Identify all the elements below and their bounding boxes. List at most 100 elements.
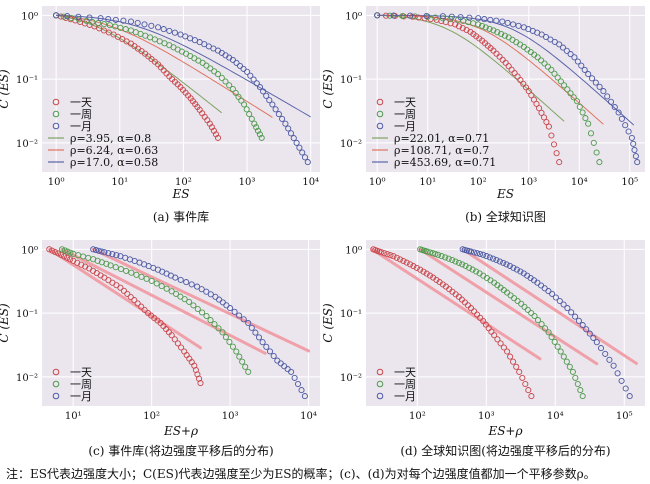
- y-axis-label: C (ES): [321, 69, 335, 109]
- data-point: [533, 100, 540, 107]
- data-point: [534, 317, 542, 324]
- data-point: [531, 312, 538, 320]
- data-point: [236, 312, 243, 319]
- data-point: [288, 368, 295, 375]
- data-point: [181, 296, 188, 303]
- data-point: [615, 109, 622, 116]
- data-point: [513, 266, 520, 273]
- data-point: [590, 334, 597, 341]
- data-point: [384, 251, 391, 258]
- data-point: [467, 248, 475, 255]
- data-point: [475, 21, 482, 28]
- data-point: [579, 109, 586, 116]
- data-point: [254, 127, 262, 134]
- data-point: [117, 284, 124, 291]
- data-point: [207, 291, 214, 298]
- data-point: [95, 19, 102, 27]
- data-point: [215, 325, 222, 332]
- data-point: [240, 65, 247, 72]
- data-point: [112, 264, 119, 271]
- data-point: [625, 128, 632, 135]
- data-point: [572, 313, 579, 320]
- data-point: [98, 248, 105, 255]
- x-axis-label: ES+ρ: [163, 424, 198, 438]
- data-point: [198, 286, 205, 293]
- data-point: [247, 72, 254, 79]
- data-point: [466, 264, 473, 271]
- data-point: [618, 115, 625, 122]
- data-point: [563, 358, 570, 365]
- data-point: [171, 336, 178, 343]
- data-point: [101, 249, 108, 256]
- data-point: [279, 115, 286, 122]
- data-point: [448, 13, 455, 20]
- data-point: [168, 288, 175, 295]
- data-point: [592, 79, 599, 86]
- data-point: [218, 74, 225, 81]
- data-point: [486, 25, 493, 32]
- data-point: [504, 348, 511, 355]
- data-point: [233, 59, 240, 66]
- data-point: [222, 334, 229, 341]
- legend-marker: [52, 380, 60, 388]
- x-tick-label: 10²: [409, 411, 426, 422]
- series-一月: [459, 246, 633, 400]
- data-point: [631, 146, 638, 154]
- legend-marker: [376, 380, 384, 388]
- data-point: [538, 109, 545, 116]
- data-point: [517, 268, 524, 275]
- data-point: [581, 66, 588, 73]
- data-point: [482, 24, 489, 31]
- data-point: [296, 144, 303, 151]
- data-point: [229, 343, 236, 350]
- data-point: [172, 290, 180, 297]
- data-point: [243, 106, 250, 113]
- data-point: [290, 135, 297, 142]
- data-point: [382, 12, 390, 19]
- data-point: [515, 22, 522, 29]
- y-axis-label: C (ES): [0, 69, 11, 109]
- data-point: [556, 297, 563, 305]
- x-tick-label: 10²: [143, 411, 160, 422]
- data-point: [557, 348, 564, 355]
- legend-marker: [376, 122, 384, 130]
- x-tick-label: 10⁴: [300, 411, 317, 422]
- data-point: [571, 54, 578, 61]
- data-point: [229, 56, 236, 63]
- data-point: [513, 363, 520, 370]
- data-point: [177, 293, 184, 300]
- panel-caption: (c) 事件库(将边强度平移后的分布): [88, 443, 273, 458]
- data-point: [466, 14, 473, 21]
- data-point: [611, 104, 618, 111]
- data-point: [429, 250, 436, 257]
- data-point: [626, 393, 633, 400]
- data-point: [246, 111, 253, 118]
- shifted-fit-line: [370, 247, 542, 361]
- x-tick-label: 10³: [520, 177, 537, 188]
- data-point: [477, 314, 484, 321]
- y-tick-label: 10⁻²: [16, 139, 38, 150]
- data-point: [544, 63, 551, 70]
- data-point: [219, 329, 226, 336]
- y-tick-label: 10⁰: [345, 11, 362, 22]
- data-point: [439, 13, 446, 20]
- data-point: [570, 94, 577, 101]
- data-point: [438, 253, 445, 260]
- data-point: [107, 262, 114, 269]
- x-tick-label: 10³: [478, 411, 495, 422]
- x-axis-label: ES: [496, 187, 514, 201]
- legend-label: ρ=453.69, α=0.71: [394, 156, 496, 169]
- data-point: [86, 14, 93, 21]
- data-point: [494, 336, 501, 343]
- data-point: [477, 250, 484, 258]
- chart-d: 10² 10³ 10⁴ 10⁵ 10⁻² 10⁻¹ 10⁰ ES+ρ C (ES) (d) 全球知…: [321, 240, 645, 458]
- data-point: [410, 263, 417, 270]
- y-tick-label: 10⁻¹: [16, 75, 38, 86]
- data-point: [417, 266, 424, 273]
- legend-label: 一周: [394, 108, 416, 121]
- data-point: [253, 124, 260, 131]
- data-point: [582, 115, 589, 122]
- shifted-fit-line: [60, 247, 267, 355]
